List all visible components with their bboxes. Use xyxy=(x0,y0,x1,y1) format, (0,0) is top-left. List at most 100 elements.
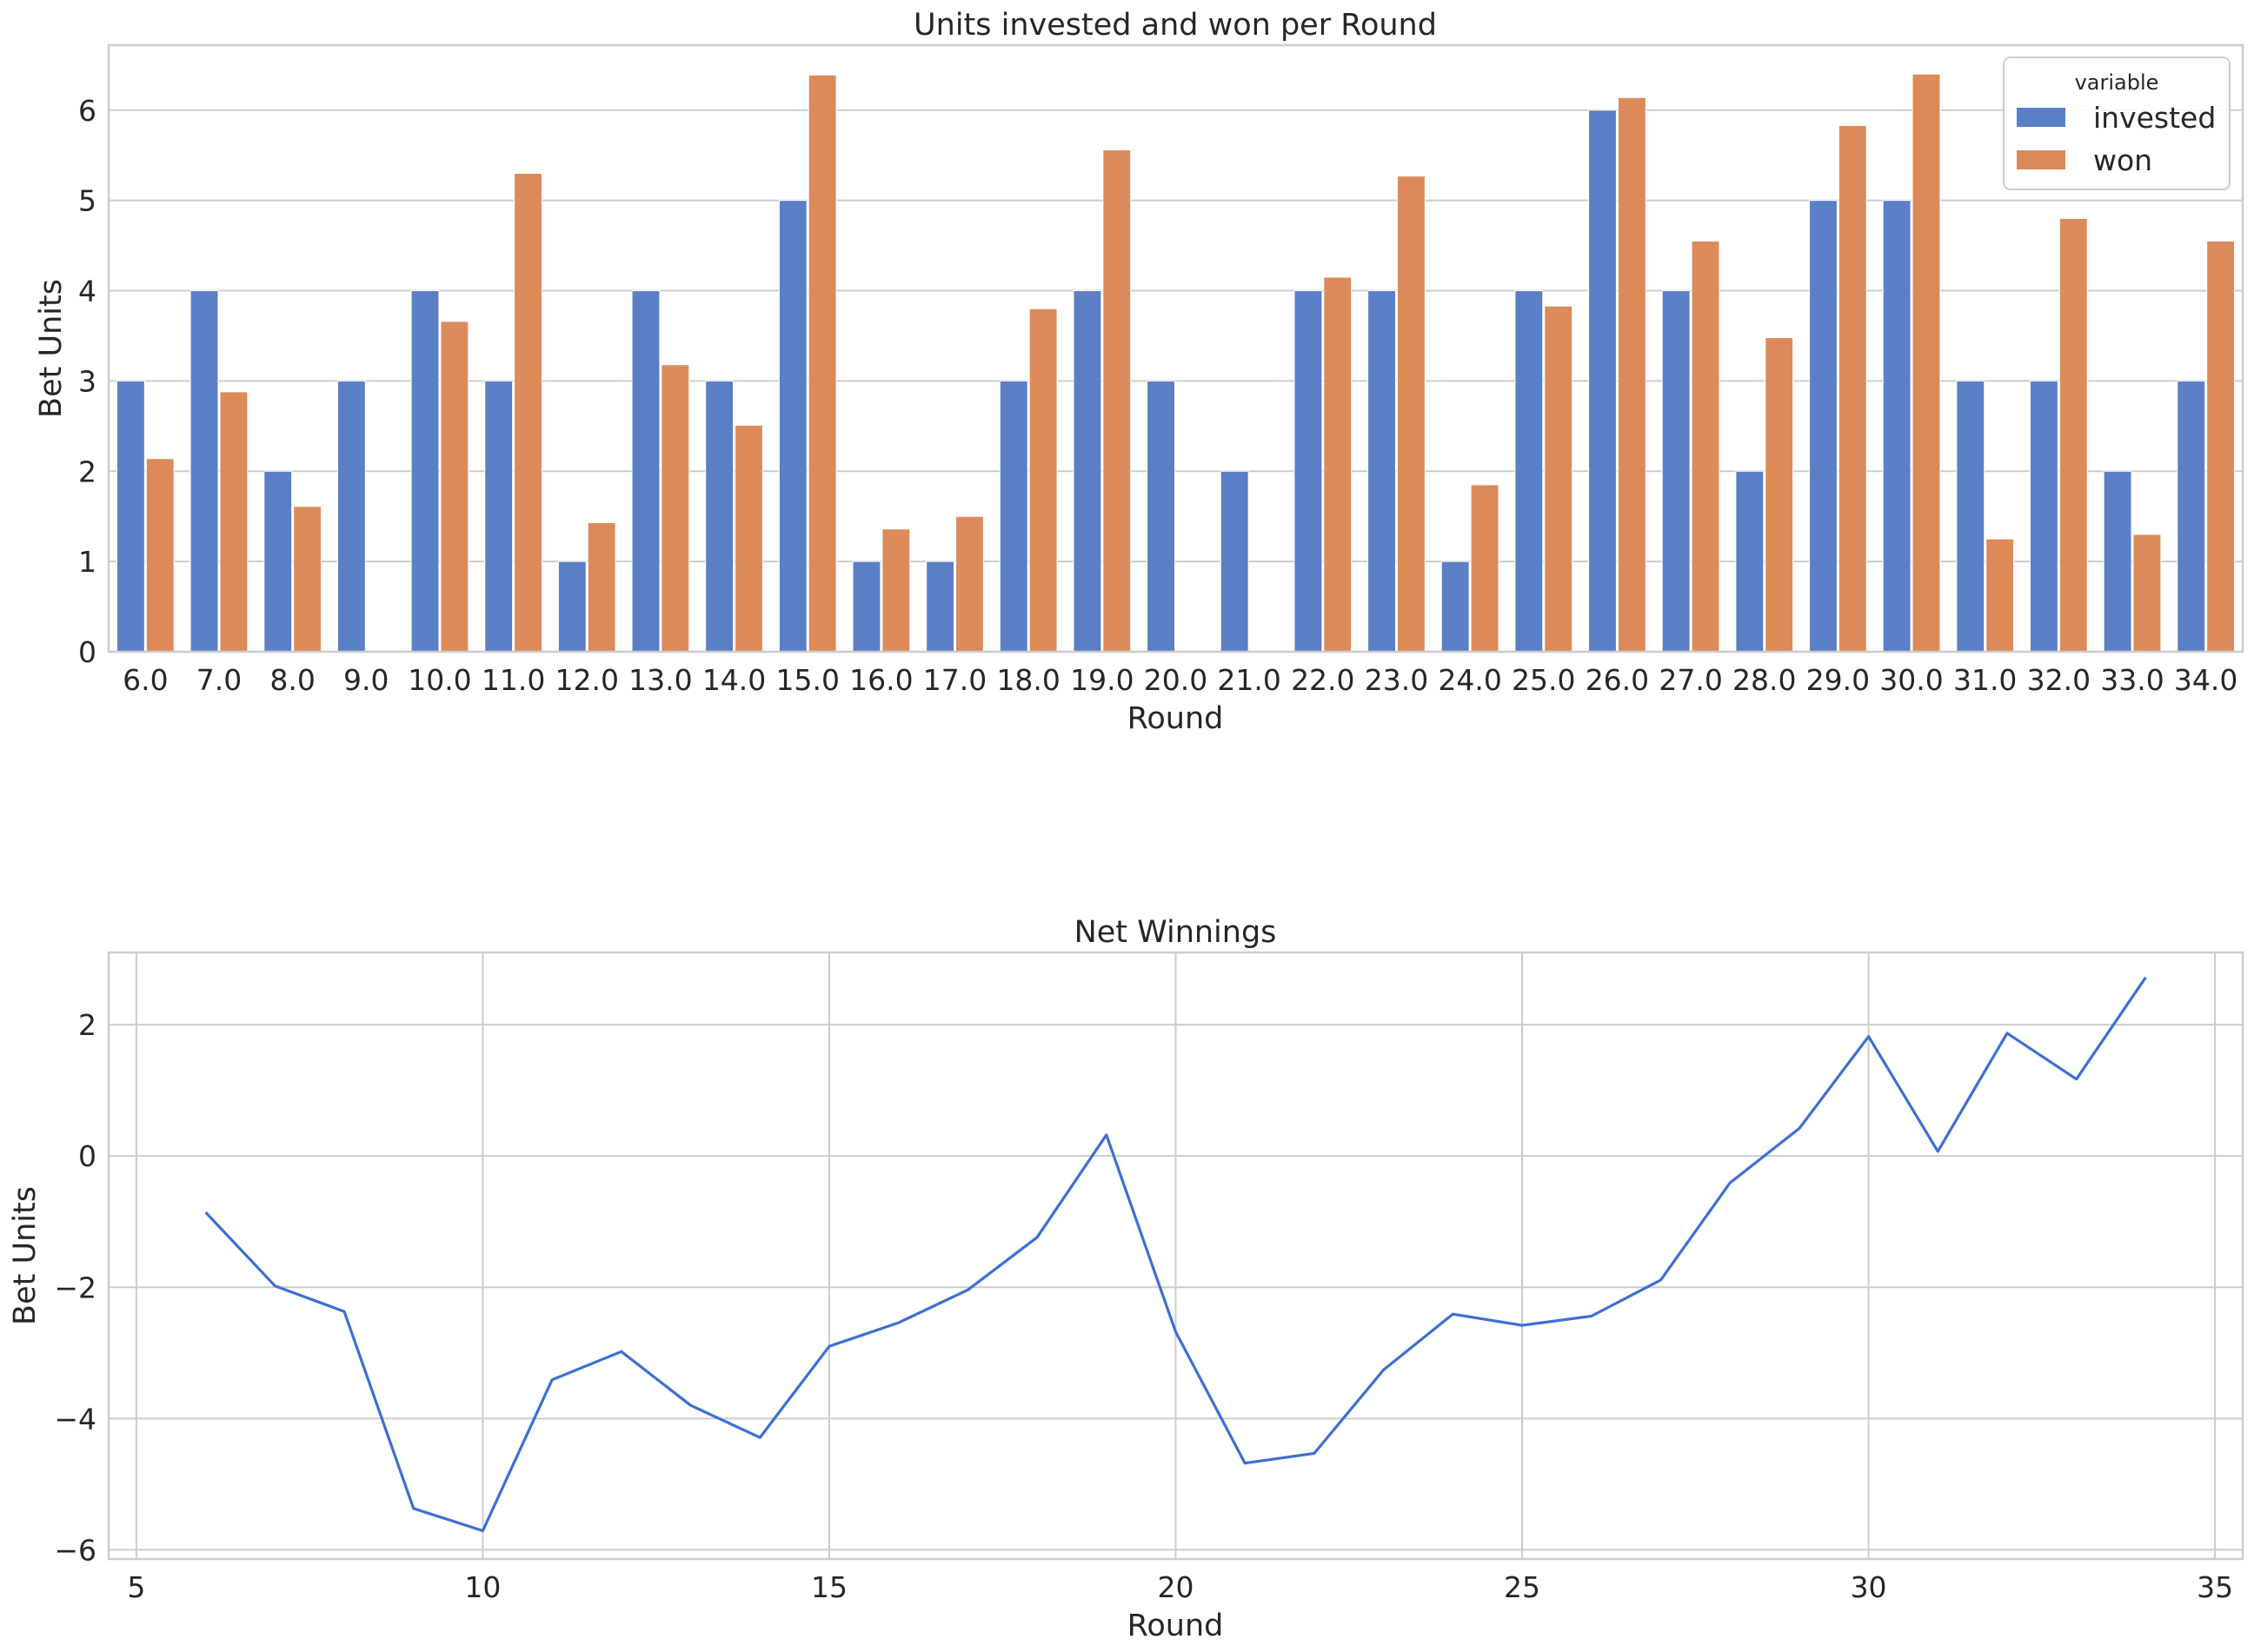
bar-won xyxy=(1765,337,1794,653)
bar-won xyxy=(145,458,175,653)
bar-invested xyxy=(336,380,366,653)
bar-invested xyxy=(778,200,808,653)
bar-invested xyxy=(1514,290,1544,653)
x-tick-label: 10.0 xyxy=(408,663,471,697)
x-tick-label: 35 xyxy=(2197,1570,2233,1604)
bar-won xyxy=(1985,538,2015,653)
bar-invested xyxy=(116,380,145,653)
x-tick-label: 27.0 xyxy=(1659,663,1722,697)
bar-invested xyxy=(852,561,881,653)
bar-invested xyxy=(189,290,219,653)
bar-won xyxy=(661,364,690,653)
x-tick-label: 15 xyxy=(811,1570,848,1604)
bar-invested xyxy=(2030,380,2058,653)
bar-won xyxy=(219,391,249,653)
x-tick-label: 15.0 xyxy=(775,663,839,697)
x-tick-label: 11.0 xyxy=(482,663,545,697)
x-tick-label: 30.0 xyxy=(1879,663,1943,697)
x-tick-label: 25 xyxy=(1504,1570,1540,1604)
bar-won xyxy=(2206,240,2236,653)
legend-title: variable xyxy=(2075,70,2159,95)
line-chart: 5 10 15 20 25 30 35 −6 −4 −2 0 2 Net Winnings Roun… xyxy=(8,915,2244,1643)
bar-chart-frame xyxy=(107,43,2244,654)
y-tick-label: 3 xyxy=(78,364,96,398)
line-chart-title: Net Winnings xyxy=(1074,915,1277,950)
x-tick-label: 21.0 xyxy=(1217,663,1280,697)
bar-chart-title: Units invested and won per Round xyxy=(914,8,1437,43)
x-tick-label: 26.0 xyxy=(1586,663,1649,697)
bar-chart: 6.0 7.0 8.0 9.0 10.0 11.0 12.0 13.0 14.0 15.0 16.0… xyxy=(34,8,2244,736)
x-tick-label: 34.0 xyxy=(2174,663,2237,697)
x-tick-label: 10 xyxy=(464,1570,501,1604)
y-tick-label: 4 xyxy=(78,275,96,309)
bar-invested xyxy=(1588,109,1617,653)
bar-invested xyxy=(410,290,440,653)
bar-invested xyxy=(926,561,955,653)
y-tick-label: −2 xyxy=(54,1271,96,1304)
x-tick-label: 6.0 xyxy=(123,663,168,697)
bar-won xyxy=(881,528,911,653)
bar-invested xyxy=(1882,200,1912,653)
net-winnings-line xyxy=(204,976,2147,1533)
bar-won xyxy=(808,74,837,653)
bar-invested xyxy=(1809,200,1838,653)
x-tick-label: 17.0 xyxy=(923,663,987,697)
bar-invested xyxy=(1661,290,1691,653)
bar-invested xyxy=(1735,470,1765,653)
x-tick-label: 25.0 xyxy=(1512,663,1575,697)
line-chart-xlabel: Round xyxy=(1127,1609,1224,1643)
bar-invested xyxy=(2177,380,2206,653)
y-tick-label: 6 xyxy=(78,94,96,128)
x-tick-label: 33.0 xyxy=(2100,663,2164,697)
x-tick-label: 16.0 xyxy=(849,663,913,697)
x-tick-label: 23.0 xyxy=(1365,663,1428,697)
bar-invested xyxy=(2103,470,2132,653)
x-tick-label: 14.0 xyxy=(702,663,766,697)
bar-won xyxy=(1396,176,1426,653)
x-tick-label: 8.0 xyxy=(269,663,315,697)
bar-won xyxy=(1617,96,1646,653)
bar-won xyxy=(1912,73,1941,653)
bar-invested xyxy=(1293,290,1323,653)
bar-invested xyxy=(1440,561,1470,653)
x-tick-label: 7.0 xyxy=(196,663,242,697)
x-tick-label: 22.0 xyxy=(1291,663,1354,697)
bar-invested xyxy=(1220,470,1249,653)
y-tick-label: 5 xyxy=(78,184,96,218)
bar-chart-xlabel: Round xyxy=(1127,701,1224,736)
bar-won xyxy=(2058,217,2088,653)
bar-invested xyxy=(631,290,661,653)
x-tick-label: 24.0 xyxy=(1438,663,1501,697)
bar-invested xyxy=(1147,380,1176,653)
x-tick-label: 20.0 xyxy=(1144,663,1207,697)
bar-won xyxy=(440,321,469,653)
x-tick-label: 12.0 xyxy=(555,663,619,697)
x-tick-label: 29.0 xyxy=(1806,663,1870,697)
bar-won xyxy=(1323,276,1353,653)
x-tick-label: 32.0 xyxy=(2027,663,2091,697)
bar-won xyxy=(1028,308,1058,653)
line-chart-ylabel: Bet Units xyxy=(8,1186,43,1325)
x-tick-label: 18.0 xyxy=(996,663,1060,697)
bar-won xyxy=(1102,149,1132,653)
legend: variable invested won xyxy=(2003,56,2231,190)
y-tick-label: 2 xyxy=(78,454,96,488)
bar-invested xyxy=(484,380,514,653)
y-tick-label: −6 xyxy=(54,1533,96,1567)
bar-won xyxy=(1691,240,1720,653)
legend-label-invested: invested xyxy=(2093,101,2216,135)
y-tick-label: 0 xyxy=(78,1139,96,1173)
bar-won xyxy=(293,506,322,653)
bar-invested xyxy=(1367,290,1396,653)
x-tick-label: 20 xyxy=(1158,1570,1194,1604)
line-chart-frame xyxy=(107,951,2244,1561)
y-tick-label: 1 xyxy=(78,545,96,579)
x-tick-label: 19.0 xyxy=(1070,663,1134,697)
x-tick-label: 13.0 xyxy=(628,663,692,697)
x-tick-label: 31.0 xyxy=(1953,663,2017,697)
bar-invested xyxy=(263,470,293,653)
y-tick-label: 2 xyxy=(78,1008,96,1042)
legend-swatch-invested xyxy=(2017,108,2065,127)
x-tick-label: 9.0 xyxy=(343,663,389,697)
